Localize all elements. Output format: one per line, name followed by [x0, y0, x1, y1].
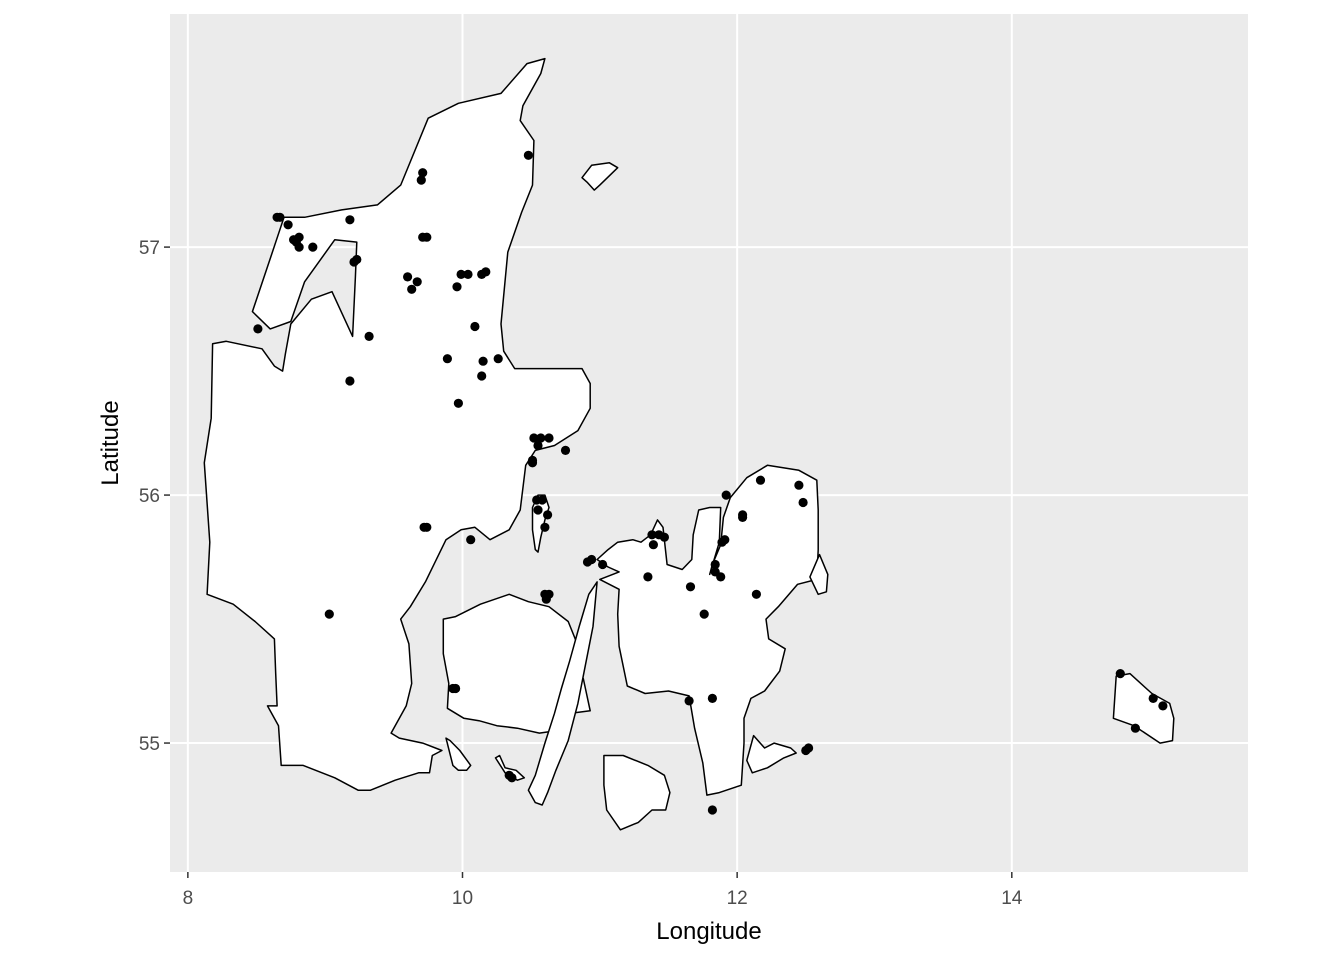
y-tick-label: 57 [139, 238, 160, 259]
station-point [537, 495, 547, 505]
station-point [536, 433, 546, 443]
station-point [710, 559, 720, 570]
station-point [598, 559, 608, 570]
station-point [466, 535, 476, 545]
x-axis-title: Longitude [656, 918, 761, 945]
station-point [533, 505, 543, 515]
station-point [685, 582, 696, 592]
station-point [544, 433, 554, 443]
station-point [1115, 669, 1125, 679]
station-point [453, 398, 463, 408]
y-axis-title: Latitude [97, 400, 124, 485]
station-point [533, 440, 543, 451]
station-point [324, 609, 334, 619]
station-point [720, 535, 730, 545]
station-point [647, 530, 657, 540]
station-point [529, 433, 539, 443]
station-point [422, 232, 432, 242]
station-point [794, 480, 804, 490]
station-point [648, 540, 659, 550]
station-point [659, 532, 670, 542]
station-point [804, 743, 814, 753]
station-point [643, 572, 653, 582]
station-points [253, 150, 1168, 815]
land-polygon [581, 162, 619, 191]
land-polygon [746, 734, 797, 774]
x-tick-label: 12 [727, 888, 748, 909]
land-polygon [809, 553, 829, 596]
station-point [283, 220, 293, 230]
station-point [477, 371, 487, 381]
station-point [456, 269, 466, 279]
station-point [416, 175, 426, 185]
station-point [523, 150, 534, 160]
station-point [738, 510, 748, 520]
station-point [418, 168, 428, 178]
station-point [721, 490, 731, 500]
land-polygon [1112, 672, 1175, 744]
land-polygon [527, 581, 598, 806]
station-point [403, 272, 413, 282]
land-polygon [442, 593, 591, 734]
station-point [478, 356, 488, 366]
station-point [451, 683, 461, 694]
x-tick-label: 10 [452, 888, 473, 909]
y-tick-label: 55 [139, 734, 160, 755]
station-point [1130, 723, 1140, 733]
station-point [707, 693, 718, 704]
station-point [798, 497, 808, 508]
station-point [587, 554, 597, 565]
station-point [349, 257, 359, 267]
station-point [1148, 693, 1158, 704]
station-point [275, 212, 285, 222]
station-point [463, 269, 473, 279]
station-point [407, 284, 417, 294]
y-axis: 55 56 57 [139, 238, 170, 755]
station-point [253, 324, 263, 334]
station-point [543, 510, 553, 520]
station-point [560, 445, 571, 455]
station-point [470, 321, 480, 332]
station-point [507, 773, 517, 783]
x-axis: 8 10 12 14 [183, 872, 1023, 909]
station-point [412, 277, 422, 287]
station-point [1158, 701, 1168, 711]
station-point [442, 354, 452, 364]
station-point [422, 522, 432, 532]
station-point [493, 354, 503, 364]
station-point [452, 282, 462, 292]
station-point [527, 458, 538, 468]
station-point [751, 589, 762, 599]
x-tick-label: 8 [183, 888, 194, 909]
land-polygon [603, 754, 671, 831]
station-point [308, 242, 318, 252]
station-point [481, 267, 491, 277]
station-point [544, 589, 554, 599]
x-tick-label: 14 [1001, 888, 1023, 909]
y-tick-label: 56 [139, 486, 160, 507]
station-point [684, 696, 694, 706]
station-point [294, 242, 304, 252]
station-point [540, 522, 550, 532]
station-point [345, 376, 355, 386]
station-point [364, 331, 374, 341]
station-point [345, 215, 355, 225]
station-point [707, 805, 718, 815]
station-point [699, 609, 709, 619]
land-polygon [445, 737, 472, 772]
station-point [755, 475, 766, 485]
station-point [716, 572, 726, 582]
